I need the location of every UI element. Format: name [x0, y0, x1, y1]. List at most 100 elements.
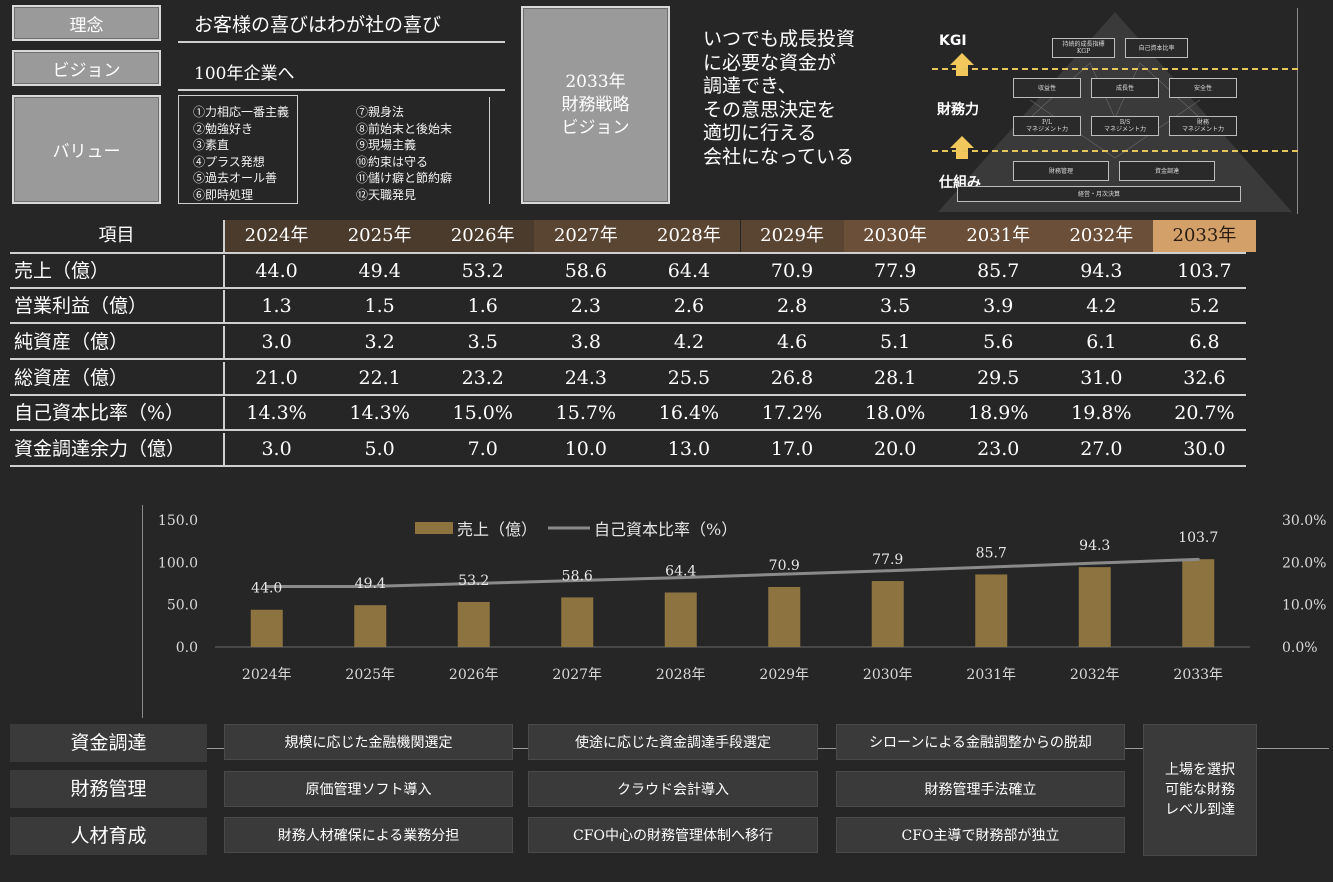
- table-cell: 18.0%: [864, 402, 926, 424]
- values-frame: [178, 95, 298, 204]
- up-arrow-icon: [950, 53, 974, 65]
- table-cell: 1.6: [467, 295, 498, 317]
- pyramid-mid-box: 安全性: [1169, 78, 1237, 98]
- row-label: 資金調達余力（億）: [14, 438, 186, 460]
- y-tick-label: 100.0: [158, 555, 198, 571]
- x-tick-label: 2024年: [242, 667, 292, 683]
- table-year-header: 2031年: [946, 220, 1050, 252]
- table-cell: 4.2: [673, 331, 705, 353]
- table-row: 純資産（億）: [10, 326, 1246, 360]
- legend-bar-swatch: [415, 522, 453, 534]
- table-cell: 17.2%: [761, 402, 823, 424]
- pyramid-dash-bottom: [932, 150, 1298, 152]
- revenue-bar: [457, 601, 490, 647]
- pyramid-base-box: 財務管理: [1013, 161, 1109, 181]
- table-cell: 25.5: [667, 367, 711, 389]
- values-list-2: ⑦親身法 ⑧前始末と後始末 ⑨現場主義 ⑩約束は守る ⑪儲け癖と節約癖 ⑫天職発…: [356, 104, 452, 204]
- equity-ratio-point: [679, 576, 683, 580]
- table-cell: 3.0: [261, 438, 292, 460]
- roadmap-label-financing: 資金調達: [10, 724, 207, 762]
- table-cell: 14.3%: [246, 402, 307, 424]
- table-col-divider: [223, 397, 225, 429]
- table-cell: 44.0: [255, 260, 298, 282]
- table-row: 売上（億）: [10, 255, 1246, 289]
- pyramid-base-box: 資金調達: [1119, 161, 1215, 181]
- table-col-divider: [223, 290, 225, 322]
- equity-ratio-point: [782, 572, 786, 576]
- legend-line-label: 自己資本比率（%）: [594, 520, 737, 539]
- x-tick-label: 2032年: [1070, 667, 1120, 683]
- table-cell: 10.0: [564, 438, 607, 460]
- equity-ratio-line: [266, 557, 1199, 588]
- table-cell: 21.0: [255, 367, 298, 389]
- table-cell: 18.9%: [968, 402, 1029, 424]
- pyramid-foundation-box: 経営・月次決算: [957, 186, 1241, 202]
- pyramid-mid-box: 収益性: [1013, 78, 1081, 98]
- roadmap-label-talent: 人材育成: [10, 817, 207, 855]
- up-arrow-icon: [950, 136, 974, 148]
- equity-ratio-point: [1196, 557, 1200, 561]
- table-cell: 53.2: [461, 260, 504, 282]
- roadmap-step: 財務人材確保による業務分担: [224, 817, 513, 853]
- strategy-statement: いつでも成長投資 に必要な資金が 調達でき、 その意思決定を 適切に行える 会社…: [703, 28, 855, 169]
- rinen-underline: [178, 41, 505, 43]
- roadmap-connector: [818, 748, 836, 749]
- table-year-header: 2024年: [225, 220, 329, 252]
- revenue-bar: [871, 581, 904, 647]
- pyramid-mgmt-box: P/L マネジメント力: [1013, 116, 1081, 136]
- table-cell: 22.1: [358, 367, 401, 389]
- x-tick-label: 2031年: [966, 667, 1016, 683]
- strategy-vision-box: 2033年 財務戦略 ビジョン: [521, 6, 670, 204]
- table-year-header: 2026年: [431, 220, 535, 252]
- goal-line: レベル到達: [1165, 802, 1235, 818]
- table-col-divider: [223, 220, 225, 252]
- row-label: 総資産（億）: [14, 367, 129, 389]
- x-tick-label: 2025年: [345, 667, 395, 683]
- row-label: 売上（億）: [14, 260, 110, 282]
- table-cell: 5.6: [983, 331, 1014, 353]
- equity-ratio-point: [886, 569, 890, 573]
- vision-label-box: ビジョン: [12, 50, 161, 86]
- roadmap-step: CFO主導で財務部が独立: [836, 817, 1125, 853]
- table-year-header: 2030年: [843, 220, 947, 252]
- roadmap-goal: 上場を選択 可能な財務 レベル到達: [1143, 724, 1257, 856]
- pyramid-diagram: [938, 12, 1292, 212]
- values-list-1: ①力相応一番主義 ②勉強好き ③素直 ④プラス発想 ⑤過去オール善 ⑥即時処理: [193, 104, 289, 204]
- equity-ratio-point: [265, 584, 269, 588]
- statement-line: 調達でき、: [703, 75, 797, 97]
- table-cell: 15.0%: [452, 402, 513, 424]
- table-cell: 31.0: [1080, 367, 1123, 389]
- statement-line: 適切に行える: [703, 122, 817, 144]
- table-row: 資金調達余力（億）: [10, 433, 1246, 467]
- statement-line: いつでも成長投資: [703, 28, 856, 50]
- y2-tick-label: 20.0%: [1282, 555, 1326, 571]
- revenue-bar: [768, 586, 801, 647]
- value-item: ⑥即時処理: [193, 187, 254, 202]
- value-item: ⑪儲け癖と節約癖: [356, 171, 453, 186]
- goal-line: 上場を選択: [1165, 762, 1235, 778]
- value-item: ④プラス発想: [193, 154, 265, 169]
- table-row: 自己資本比率（%）: [10, 397, 1246, 431]
- table-cell: 2.6: [673, 295, 705, 317]
- table-cell: 3.5: [467, 331, 498, 353]
- table-cell: 103.7: [1177, 260, 1232, 282]
- table-cell: 17.0: [770, 438, 814, 460]
- table-cell: 16.4%: [658, 402, 720, 424]
- x-tick-label: 2030年: [863, 667, 913, 683]
- table-cell: 3.5: [880, 295, 911, 317]
- table-cell: 85.7: [977, 260, 1020, 282]
- rinen-label: 理念: [69, 15, 104, 36]
- table-row: 営業利益（億）: [10, 290, 1246, 324]
- roadmap-label-management: 財務管理: [10, 770, 207, 808]
- roadmap-connector: [1125, 748, 1143, 749]
- value-item: ⑦親身法: [356, 105, 405, 119]
- table-cell: 30.0: [1183, 438, 1226, 460]
- table-cell: 15.7%: [555, 402, 617, 424]
- roadmap-connector: [207, 748, 224, 749]
- chart-left-rule: [142, 505, 143, 718]
- table-header-row: 項目: [10, 220, 1246, 254]
- revenue-bar: [1182, 559, 1215, 647]
- table-year-header: 2032年: [1049, 220, 1153, 252]
- equity-ratio-point: [575, 579, 579, 583]
- table-col-divider: [223, 326, 225, 358]
